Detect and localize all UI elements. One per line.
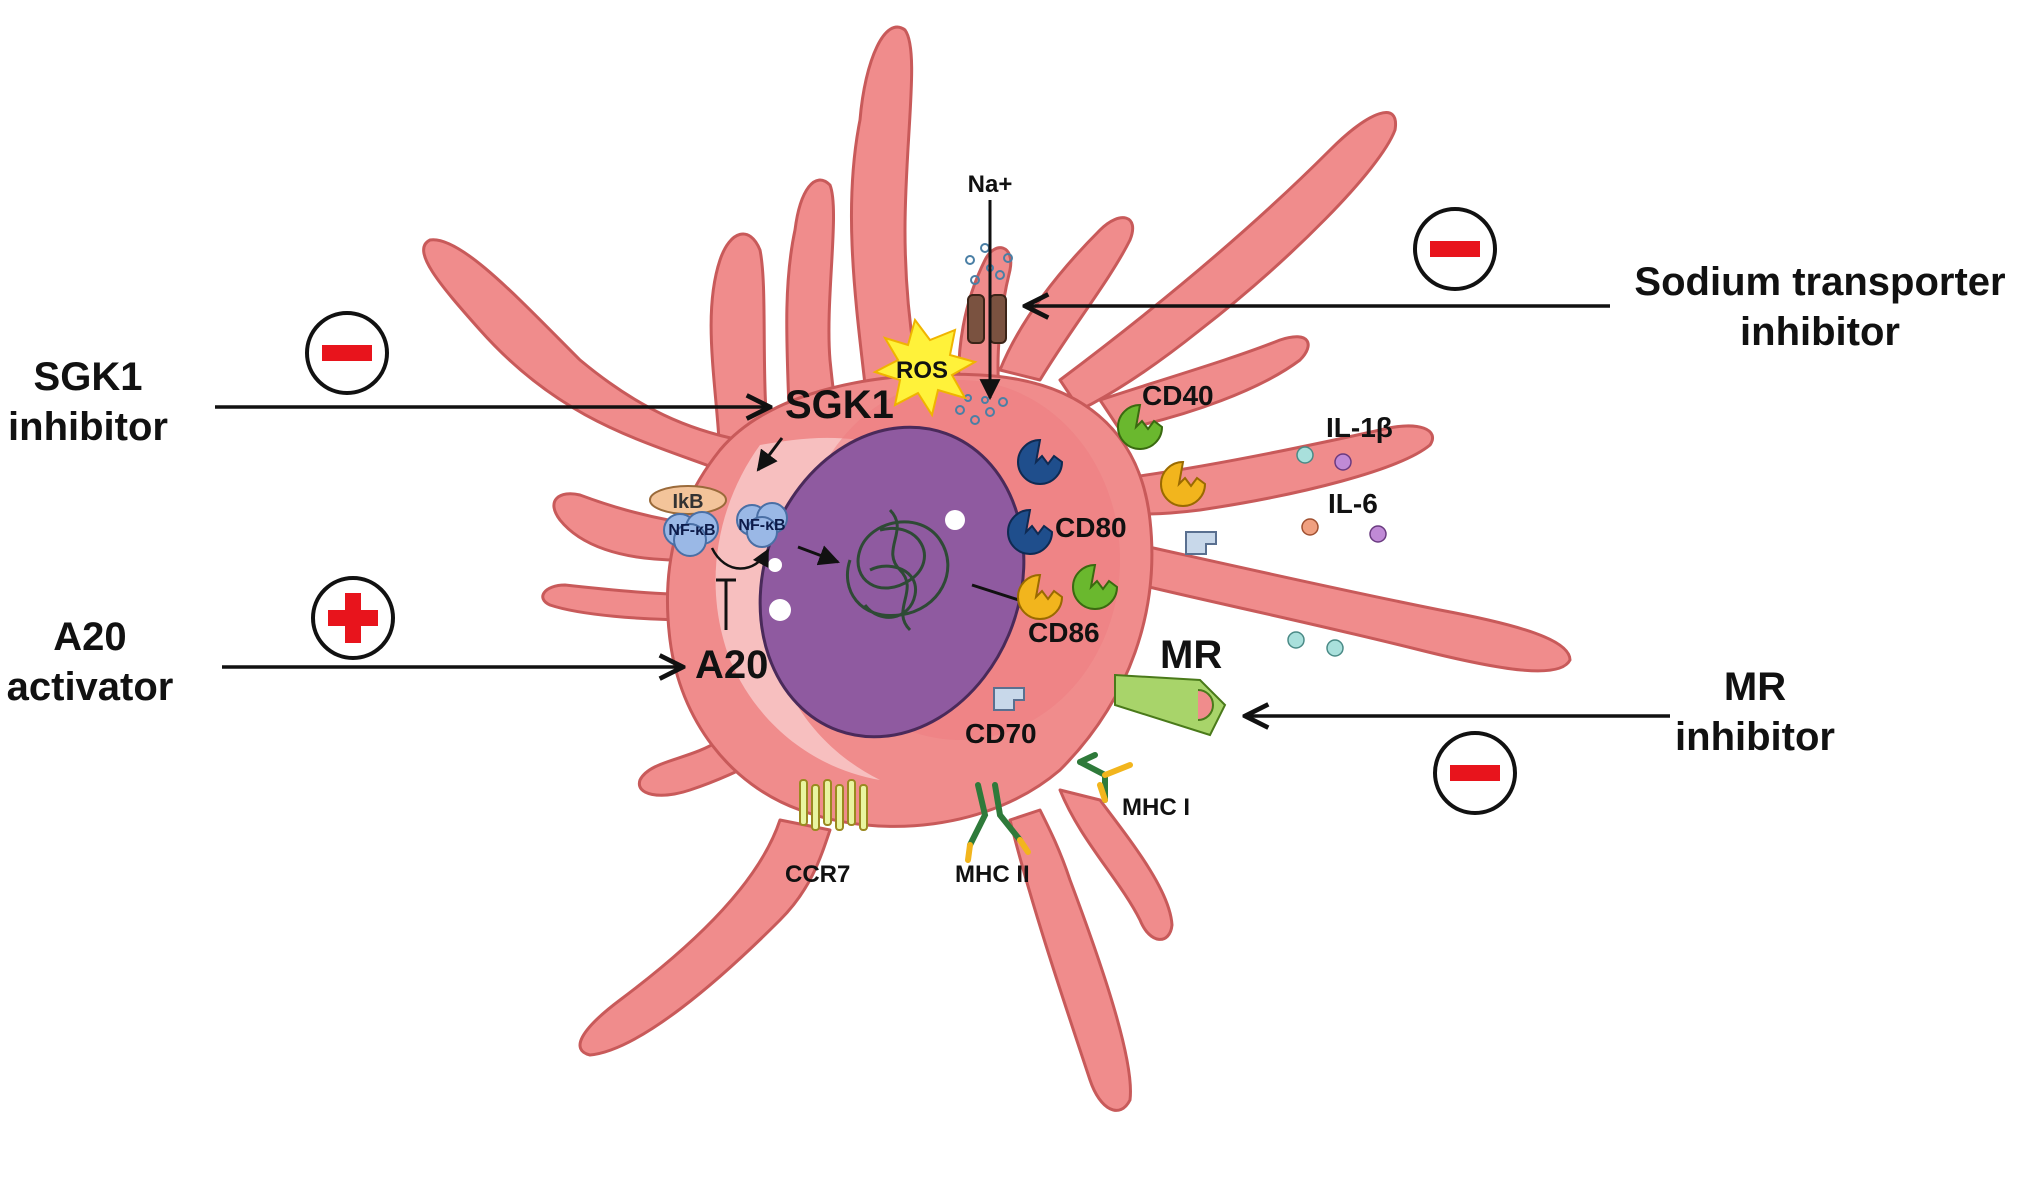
vesicle bbox=[768, 558, 782, 572]
ros-burst: ROS bbox=[872, 317, 978, 418]
sgk1-inhibitor-label-2: inhibitor bbox=[8, 405, 168, 449]
mhc1-molecule bbox=[1077, 752, 1133, 803]
sodium-minus-sign bbox=[1413, 207, 1497, 291]
sgk1-inhibitor-label-1: SGK1 bbox=[34, 355, 143, 399]
a20-label: A20 bbox=[695, 643, 768, 687]
sgk1-label: SGK1 bbox=[785, 383, 894, 427]
sodium-inhibitor-label-2: inhibitor bbox=[1740, 310, 1900, 354]
sodium-inhibitor-label-1: Sodium transporter bbox=[1634, 260, 2005, 304]
a20-plus-sign bbox=[311, 576, 395, 660]
cd40-receptors bbox=[1072, 403, 1164, 610]
cd86-receptors bbox=[1017, 460, 1207, 620]
na-label: Na+ bbox=[968, 171, 1013, 198]
dendrite-top-long bbox=[849, 25, 937, 442]
nfkb-release-arrow bbox=[710, 547, 770, 570]
mr-minus-sign bbox=[1433, 731, 1517, 815]
ros-label: ROS bbox=[896, 357, 948, 384]
dendrite-left-mid bbox=[552, 492, 702, 562]
dendrite-top-right-long bbox=[1058, 111, 1398, 412]
ikb-label: IkB bbox=[672, 491, 703, 513]
cd40-label: CD40 bbox=[1142, 380, 1214, 411]
ccr7-receptor bbox=[799, 779, 868, 831]
a20-activator-label-2: activator bbox=[7, 665, 174, 709]
vesicle bbox=[769, 599, 791, 621]
dendritic-cell bbox=[422, 25, 1572, 1112]
sgk1-to-nfkb-arrow bbox=[756, 437, 784, 472]
dendrite-bottom-left-long bbox=[578, 818, 832, 1057]
nfkb-label-right: NF-κB bbox=[738, 517, 785, 534]
cd70-receptors bbox=[993, 531, 1217, 711]
mhc2-label: MHC II bbox=[955, 861, 1030, 888]
nfkb-label-left: NF-κB bbox=[668, 522, 715, 539]
sgk1-minus-sign bbox=[305, 311, 389, 395]
cytokines bbox=[1287, 446, 1387, 657]
mr-label: MR bbox=[1160, 633, 1222, 677]
cd80-receptors bbox=[1007, 438, 1064, 555]
cd70-label: CD70 bbox=[965, 718, 1037, 749]
ccr7-label: CCR7 bbox=[785, 861, 850, 888]
dendrite-right-upper bbox=[1098, 335, 1310, 432]
mr-inhibitor-label-1: MR bbox=[1724, 665, 1786, 709]
dendrite-upper-left bbox=[422, 238, 742, 472]
nfkb-to-nucleus-arrow bbox=[797, 545, 840, 566]
il6-label: IL-6 bbox=[1328, 488, 1378, 519]
il1b-label: IL-1β bbox=[1326, 412, 1393, 443]
nfkb-free: NF-κB bbox=[736, 502, 788, 548]
mhc1-label: MHC I bbox=[1122, 794, 1190, 821]
mhc2-molecule bbox=[965, 782, 1031, 863]
cd86-label: CD86 bbox=[1028, 617, 1100, 648]
dendrite-right-lower-long bbox=[1118, 543, 1572, 673]
a20-activator-label-1: A20 bbox=[53, 615, 126, 659]
mr-inhibitor-label-2: inhibitor bbox=[1675, 715, 1835, 759]
cd80-label: CD80 bbox=[1055, 512, 1127, 543]
dendrite-bottom-right bbox=[1058, 788, 1174, 941]
ikb-nfkb-complex: IkB NF-κB bbox=[649, 485, 727, 557]
dendrite-bottom-mid bbox=[1008, 808, 1132, 1112]
mr-receptor bbox=[1114, 673, 1227, 737]
vesicle bbox=[945, 510, 965, 530]
dna-coil bbox=[845, 508, 950, 632]
